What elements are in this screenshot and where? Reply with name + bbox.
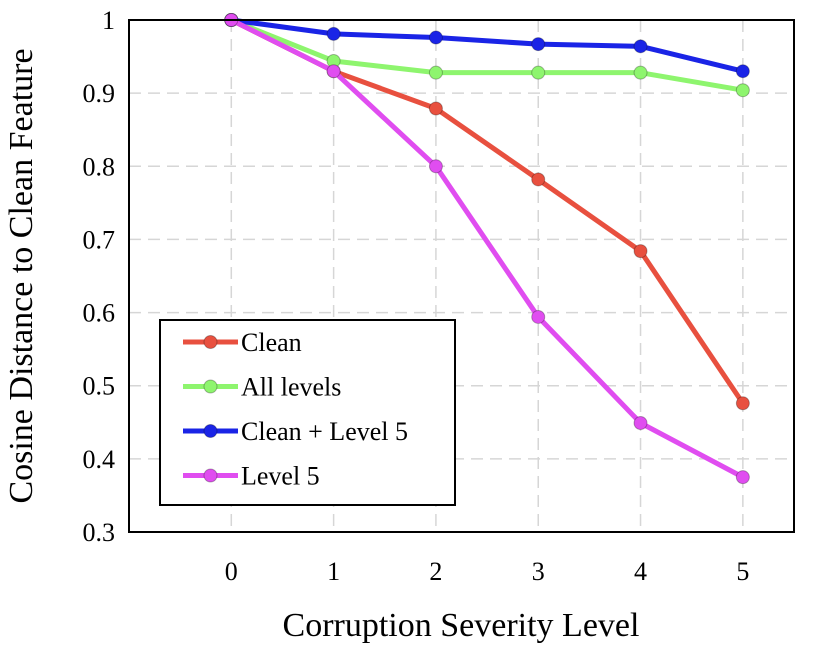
x-tick-label: 2	[429, 557, 442, 586]
series-level-5	[224, 13, 750, 485]
legend-label: Clean + Level 5	[241, 417, 408, 446]
legend-entry-clean-level-5: Clean + Level 5	[183, 417, 408, 446]
y-tick-label: 0.7	[83, 225, 116, 254]
data-point-level-5	[633, 416, 648, 431]
data-point-all-levels	[531, 65, 546, 80]
x-tick-label: 4	[634, 557, 647, 586]
legend-label: Clean	[241, 328, 302, 357]
x-tick-label: 0	[225, 557, 238, 586]
y-tick-label: 0.8	[83, 152, 116, 181]
x-tick-label: 1	[327, 557, 340, 586]
y-axis-title: Cosine Distance to Clean Feature	[3, 48, 40, 503]
legend-swatch-marker	[203, 335, 218, 349]
series-clean-level-5	[224, 13, 750, 79]
legend-swatch-marker	[203, 424, 218, 438]
legend: Clean All levels Clean + Level 5 Level 5	[159, 319, 456, 506]
data-point-level-5	[735, 470, 750, 485]
y-tick-label: 0.5	[83, 372, 116, 401]
data-point-all-levels	[428, 65, 443, 80]
y-tick-labels: 0.3 0.4 0.5 0.6 0.7 0.8 0.9 1	[83, 6, 116, 547]
y-tick-label: 0.3	[83, 518, 116, 547]
legend-entry-all-levels: All levels	[183, 373, 341, 402]
y-tick-label: 1	[102, 6, 115, 35]
y-tick-label: 0.4	[83, 445, 116, 474]
data-point-all-levels	[735, 83, 750, 98]
data-point-clean-level-5	[428, 30, 443, 45]
y-tick-label: 0.6	[83, 299, 116, 328]
data-point-clean-level-5	[326, 26, 341, 41]
x-axis-title: Corruption Severity Level	[283, 607, 640, 644]
series-line-all-levels	[230, 17, 744, 93]
legend-swatch-marker	[203, 379, 218, 394]
x-tick-label: 5	[736, 557, 749, 586]
series-line-level-5	[230, 17, 745, 480]
legend-entry-clean: Clean	[183, 328, 302, 357]
data-point-level-5	[326, 64, 341, 79]
plot-frame	[128, 19, 795, 533]
data-point-clean	[428, 101, 443, 116]
data-point-all-levels	[633, 65, 648, 80]
series-all-levels	[224, 13, 750, 98]
legend-entry-level-5: Level 5	[183, 462, 320, 491]
legend-label: Level 5	[241, 462, 320, 491]
x-tick-label: 3	[532, 557, 545, 586]
data-point-clean	[531, 172, 546, 187]
series-line-clean-level-5	[230, 17, 744, 74]
data-point-clean	[735, 396, 750, 411]
data-point-clean-level-5	[735, 64, 750, 79]
y-tick-label: 0.9	[83, 79, 116, 108]
data-point-level-5	[428, 159, 443, 174]
data-point-clean-level-5	[633, 39, 648, 54]
x-tick-labels: 0 1 2 3 4 5	[225, 557, 750, 586]
data-point-clean	[633, 244, 648, 259]
data-point-clean-level-5	[531, 37, 546, 52]
legend-swatch-marker	[203, 468, 218, 483]
data-point-level-5	[531, 309, 546, 324]
legend-label: All levels	[241, 373, 341, 402]
